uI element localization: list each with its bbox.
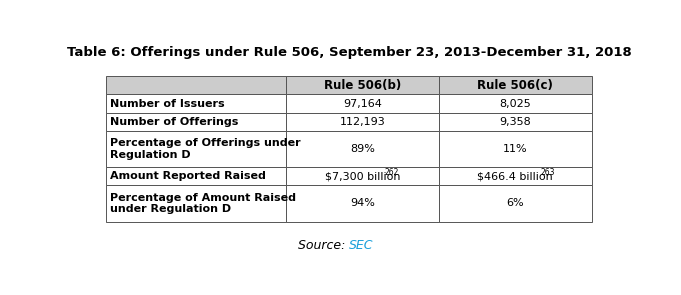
Text: 8,025: 8,025 (499, 99, 531, 109)
Text: SEC: SEC (349, 239, 373, 252)
Bar (286, 94, 439, 113)
Text: $7,300 billion: $7,300 billion (325, 171, 400, 181)
Text: 112,193: 112,193 (340, 117, 385, 127)
Text: Source:: Source: (298, 239, 349, 252)
Bar (286, 131, 439, 167)
Text: Table 6: Offerings under Rule 506, September 23, 2013-December 31, 2018: Table 6: Offerings under Rule 506, Septe… (67, 46, 631, 59)
Text: Number of Offerings: Number of Offerings (110, 117, 238, 127)
Text: Amount Reported Raised: Amount Reported Raised (110, 171, 266, 181)
Bar (106, 94, 286, 113)
Text: Rule 506(b): Rule 506(b) (323, 79, 401, 92)
Text: 262: 262 (385, 168, 399, 177)
Bar (286, 76, 439, 94)
Bar (106, 167, 286, 185)
Text: 89%: 89% (350, 144, 375, 154)
Text: 9,358: 9,358 (499, 117, 531, 127)
Text: 97,164: 97,164 (343, 99, 382, 109)
Bar (439, 94, 592, 113)
Text: 11%: 11% (503, 144, 528, 154)
Bar (106, 131, 286, 167)
Bar (439, 76, 592, 94)
Bar (286, 185, 439, 222)
Text: 263: 263 (540, 168, 554, 177)
Text: Percentage of Offerings under
Regulation D: Percentage of Offerings under Regulation… (110, 138, 301, 160)
Bar (106, 185, 286, 222)
Bar (439, 113, 592, 131)
Text: Rule 506(c): Rule 506(c) (477, 79, 553, 92)
Text: Number of Issuers: Number of Issuers (110, 99, 225, 109)
Text: 94%: 94% (350, 199, 375, 209)
Bar (286, 167, 439, 185)
Bar (106, 113, 286, 131)
Bar (439, 167, 592, 185)
Bar (439, 131, 592, 167)
Bar (286, 113, 439, 131)
Text: 6%: 6% (507, 199, 524, 209)
Text: Percentage of Amount Raised
under Regulation D: Percentage of Amount Raised under Regula… (110, 193, 296, 214)
Text: $466.4 billion: $466.4 billion (477, 171, 553, 181)
Bar (106, 76, 286, 94)
Bar (439, 185, 592, 222)
